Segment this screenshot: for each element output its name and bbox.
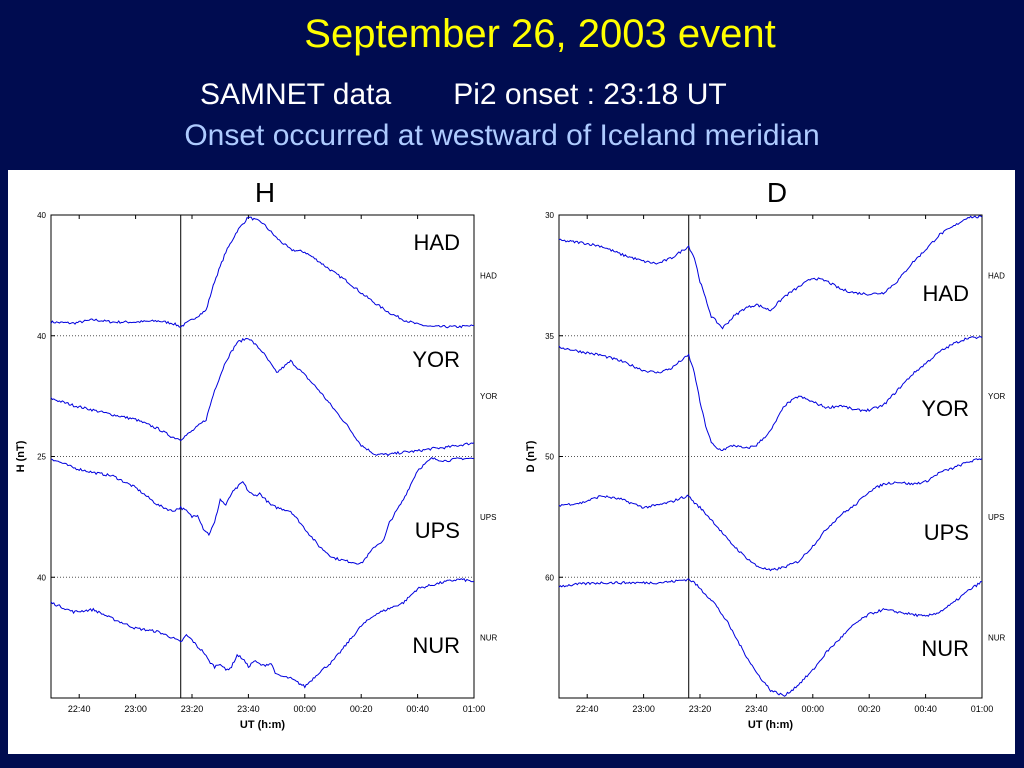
trace-had	[50, 216, 475, 329]
station-label-had: HAD	[923, 281, 969, 306]
trace-had	[558, 215, 983, 330]
data-source-label: SAMNET data	[200, 78, 392, 111]
station-label-ups: UPS	[924, 520, 969, 545]
station-tag-ups: UPS	[988, 513, 1004, 522]
station-tag-nur: NUR	[988, 634, 1006, 643]
magnetogram-figure: H 40 40 25 40 22:40 23:00 23:20 23:40 00:00 00:20 0…	[15, 177, 1006, 731]
subtitle-line: SAMNET data Pi2 onset : 23:18 UT	[200, 78, 727, 112]
station-tag-ups: UPS	[480, 513, 496, 522]
trace-ups	[50, 456, 474, 565]
x-tick-label: 23:00	[632, 704, 655, 714]
y-tick-label: 60	[545, 573, 554, 582]
x-tick-label: 22:40	[68, 704, 91, 714]
trace-yor	[558, 336, 983, 452]
onset-label: Pi2 onset : 23:18 UT	[453, 78, 727, 111]
component-title-d: D	[767, 177, 787, 208]
y-tick-label: 25	[37, 453, 46, 462]
station-label-yor: YOR	[921, 396, 969, 421]
station-label-nur: NUR	[921, 636, 969, 661]
x-tick-label: 23:40	[745, 704, 768, 714]
trace-nur	[558, 578, 982, 697]
trace-nur	[50, 578, 474, 689]
y-tick-label: 40	[37, 211, 46, 220]
x-tick-label: 23:20	[181, 704, 204, 714]
station-tag-yor: YOR	[988, 392, 1006, 401]
x-tick-label: 00:20	[350, 704, 373, 714]
x-tick-label: 00:20	[858, 704, 881, 714]
station-label-ups: UPS	[415, 518, 460, 543]
y-tick-label: 40	[37, 332, 46, 341]
x-tick-label: 23:00	[124, 704, 147, 714]
trace-yor	[50, 337, 475, 457]
x-tick-label: 01:00	[463, 704, 486, 714]
station-label-yor: YOR	[412, 347, 460, 372]
page-title: September 26, 2003 event	[304, 12, 776, 56]
x-axis-label: UT (h:m)	[748, 719, 794, 731]
component-title-h: H	[255, 177, 275, 208]
station-tag-yor: YOR	[480, 392, 498, 401]
station-tag-had: HAD	[480, 271, 497, 280]
station-tag-nur: NUR	[480, 634, 498, 643]
x-tick-label: 23:40	[237, 704, 260, 714]
y-tick-label: 40	[37, 573, 46, 582]
x-axis-label: UT (h:m)	[240, 719, 286, 731]
onset-note: Onset occurred at westward of Iceland me…	[184, 119, 820, 152]
x-tick-label: 00:00	[802, 704, 825, 714]
y-tick-label: 35	[545, 332, 554, 341]
y-tick-label: 50	[545, 453, 554, 462]
y-tick-label: 30	[545, 211, 554, 220]
x-tick-label: 01:00	[971, 704, 994, 714]
figure-panel: H 40 40 25 40 22:40 23:00 23:20 23:40 00:00 00:20 0…	[8, 170, 1015, 754]
x-tick-label: 22:40	[576, 704, 599, 714]
x-tick-label: 00:40	[406, 704, 429, 714]
station-label-nur: NUR	[412, 633, 460, 658]
y-axis-label: H (nT)	[15, 440, 27, 472]
x-tick-label: 23:20	[689, 704, 712, 714]
trace-ups	[558, 458, 983, 572]
x-tick-label: 00:40	[914, 704, 937, 714]
station-label-had: HAD	[414, 230, 460, 255]
x-tick-label: 00:00	[294, 704, 317, 714]
y-axis-label: D (nT)	[525, 440, 537, 472]
station-tag-had: HAD	[988, 271, 1005, 280]
